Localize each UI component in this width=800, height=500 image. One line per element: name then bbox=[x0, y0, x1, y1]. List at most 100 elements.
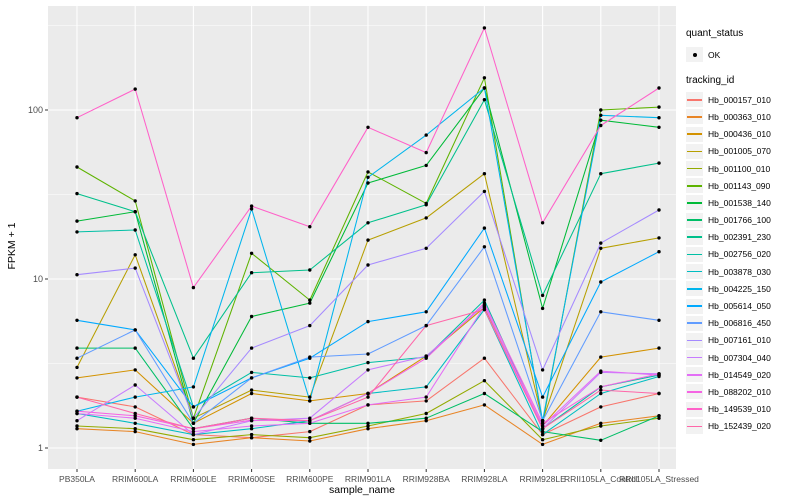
data-point bbox=[540, 395, 545, 399]
data-point bbox=[599, 355, 603, 359]
data-point bbox=[657, 105, 661, 109]
data-point bbox=[482, 379, 487, 383]
data-point bbox=[366, 319, 370, 324]
x-tick-label: RRIM928BA bbox=[403, 474, 451, 484]
data-point bbox=[540, 429, 545, 434]
legend-item: Hb_007304_040 bbox=[686, 349, 798, 366]
series-color-line-icon bbox=[687, 356, 702, 359]
legend-item-label: Hb_005614_050 bbox=[708, 301, 771, 312]
legend-item-label: Hb_001538_140 bbox=[708, 197, 771, 208]
legend-key bbox=[686, 264, 703, 280]
data-point bbox=[308, 268, 312, 272]
data-point bbox=[657, 414, 661, 418]
series-color-line-icon bbox=[687, 150, 702, 153]
legend-item-label: Hb_088202_010 bbox=[708, 386, 771, 397]
legend-item-label: Hb_003878_030 bbox=[708, 266, 771, 277]
y-tick-label: 1 bbox=[38, 443, 43, 453]
legend-item-label: Hb_149539_010 bbox=[708, 404, 771, 415]
legend-key bbox=[686, 229, 703, 245]
legend-item-label: Hb_007161_010 bbox=[708, 335, 771, 346]
legend-item-label: Hb_001005_070 bbox=[708, 146, 771, 157]
data-point bbox=[191, 285, 196, 290]
data-point bbox=[249, 376, 254, 380]
data-point bbox=[540, 293, 545, 298]
data-point bbox=[424, 416, 428, 420]
data-point bbox=[366, 368, 370, 372]
data-point bbox=[191, 432, 196, 437]
legend-key bbox=[686, 178, 703, 194]
legend-key bbox=[686, 418, 703, 434]
data-point bbox=[308, 421, 312, 425]
data-point bbox=[482, 86, 487, 90]
legend-item: Hb_000436_010 bbox=[686, 126, 798, 143]
data-point bbox=[308, 439, 312, 443]
legend-item: Hb_001538_140 bbox=[686, 194, 798, 211]
legend-key bbox=[686, 212, 703, 228]
data-point bbox=[133, 228, 137, 232]
legend-key bbox=[686, 281, 703, 297]
data-point bbox=[366, 403, 370, 407]
point-icon bbox=[692, 52, 697, 57]
data-point bbox=[133, 266, 137, 270]
data-point bbox=[657, 391, 661, 396]
data-point bbox=[540, 424, 545, 428]
legend-item-label: Hb_001100_010 bbox=[708, 163, 771, 174]
legend-item: Hb_002391_230 bbox=[686, 229, 798, 246]
data-point bbox=[540, 306, 545, 311]
legend-key bbox=[686, 332, 703, 348]
data-point bbox=[75, 116, 79, 120]
data-point bbox=[133, 199, 137, 203]
data-point bbox=[482, 76, 487, 80]
legend-item: Hb_152439_020 bbox=[686, 418, 798, 435]
legend-key bbox=[686, 384, 703, 400]
data-point bbox=[249, 416, 254, 420]
data-point bbox=[657, 250, 661, 254]
data-point bbox=[249, 251, 254, 255]
data-point bbox=[657, 372, 661, 376]
data-point bbox=[75, 365, 79, 370]
data-point bbox=[599, 421, 603, 425]
data-point bbox=[482, 226, 487, 230]
data-point bbox=[657, 125, 661, 129]
data-point bbox=[366, 175, 370, 179]
data-point bbox=[599, 310, 603, 314]
data-point bbox=[424, 419, 428, 423]
data-point bbox=[75, 376, 79, 380]
legend-item-label: Hb_152439_020 bbox=[708, 421, 771, 432]
data-point bbox=[424, 310, 428, 314]
data-point bbox=[133, 253, 137, 257]
data-point bbox=[191, 442, 196, 447]
series-color-line-icon bbox=[687, 322, 702, 325]
data-point bbox=[599, 246, 603, 250]
legend-item: Hb_088202_010 bbox=[686, 383, 798, 400]
data-point bbox=[424, 150, 428, 155]
data-point bbox=[249, 388, 254, 392]
data-point bbox=[133, 383, 137, 387]
data-point bbox=[424, 356, 428, 360]
data-point bbox=[599, 391, 603, 396]
data-point bbox=[75, 230, 79, 234]
x-tick-label: RRIM600LE bbox=[170, 474, 217, 484]
data-point bbox=[133, 395, 137, 399]
data-point bbox=[424, 411, 428, 416]
legend-item: Hb_149539_010 bbox=[686, 401, 798, 418]
data-point bbox=[482, 245, 487, 249]
legend-item: Hb_006816_450 bbox=[686, 315, 798, 332]
data-point bbox=[249, 424, 254, 428]
data-point bbox=[482, 189, 487, 194]
data-point bbox=[540, 427, 545, 431]
series-color-line-icon bbox=[687, 219, 702, 221]
data-point bbox=[249, 370, 254, 375]
data-point bbox=[308, 436, 312, 440]
data-point bbox=[482, 172, 487, 176]
data-point bbox=[366, 170, 370, 174]
data-point bbox=[424, 385, 428, 389]
data-point bbox=[191, 405, 196, 409]
series-color-line-icon bbox=[687, 425, 702, 428]
data-point bbox=[482, 298, 487, 302]
data-point bbox=[657, 416, 661, 420]
legend-tracking-items: Hb_000157_010 Hb_000363_010 Hb_000436_010 H… bbox=[686, 91, 798, 435]
data-point bbox=[366, 221, 370, 225]
data-point bbox=[366, 352, 370, 356]
legend: quant_status OK tracking_id Hb_000157_01… bbox=[686, 28, 798, 435]
